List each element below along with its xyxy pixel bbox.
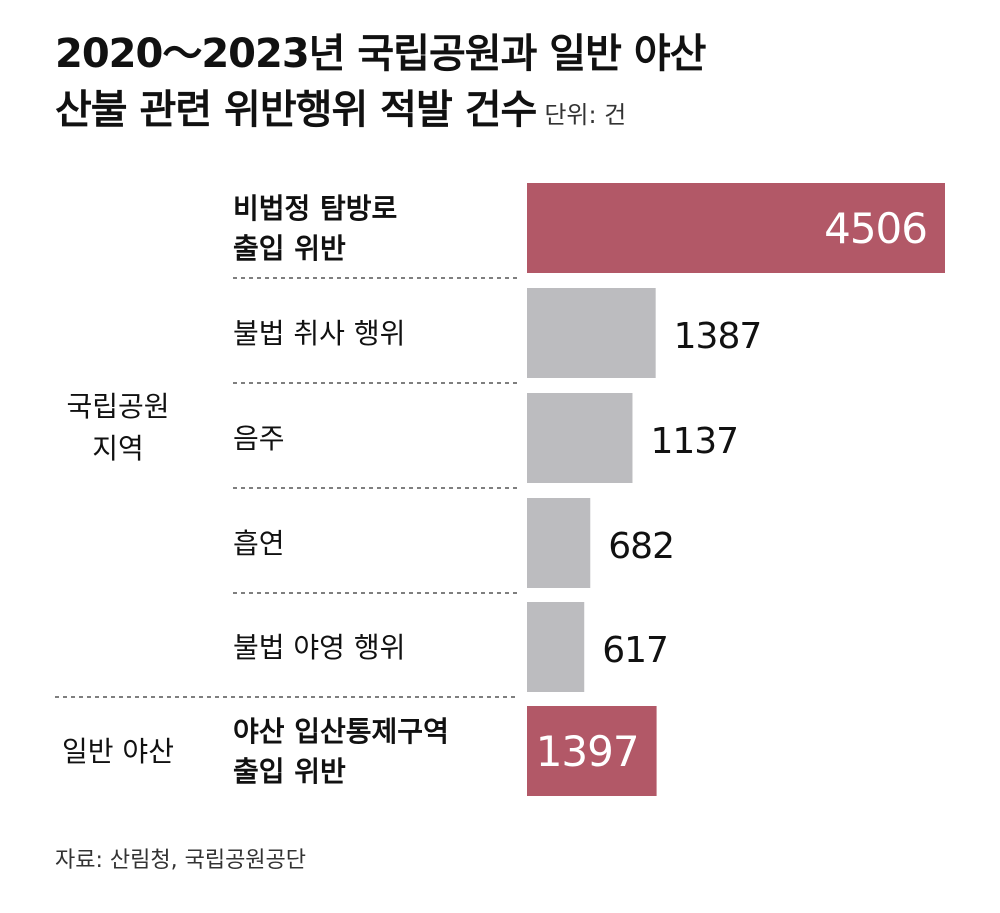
value-label: 1397 (536, 727, 639, 776)
bar (527, 288, 656, 378)
group-label-line: 국립공원 (66, 390, 169, 423)
category-label-line: 불법 야영 행위 (233, 631, 405, 664)
bar (527, 393, 633, 483)
value-label: 1387 (674, 316, 762, 357)
category-label-line: 출입 위반 (233, 232, 346, 265)
category-label: 음주 (233, 422, 285, 455)
category-label: 불법 취사 행위 (233, 317, 405, 350)
bar (527, 498, 591, 588)
unit-label: 단위: 건 (544, 101, 627, 129)
category-label: 불법 야영 행위 (233, 631, 405, 664)
category-label-line: 흡연 (233, 527, 285, 560)
group-label-line: 지역 (92, 432, 144, 465)
category-label: 흡연 (233, 527, 285, 560)
group-label: 일반 야산 (62, 735, 174, 768)
group-label-line: 일반 야산 (62, 735, 174, 768)
chart-title-line2: 산불 관련 위반행위 적발 건수 단위: 건 (55, 87, 627, 133)
value-label: 617 (602, 630, 668, 671)
bar (527, 183, 945, 273)
source-note: 자료: 산림청, 국립공원공단 (55, 848, 307, 873)
category-label-line: 음주 (233, 422, 285, 455)
category-label-line: 야산 입산통제구역 (233, 715, 449, 748)
category-label-line: 불법 취사 행위 (233, 317, 405, 350)
bar (527, 706, 657, 796)
value-label: 1137 (650, 421, 738, 462)
category-label-line: 비법정 탐방로 (233, 192, 397, 225)
value-label: 4506 (824, 204, 927, 253)
category-label-line: 출입 위반 (233, 755, 346, 788)
bar (527, 602, 585, 692)
chart-title-line1: 2020～2023년 국립공원과 일반 야산 (55, 31, 706, 77)
value-label: 682 (608, 526, 674, 567)
